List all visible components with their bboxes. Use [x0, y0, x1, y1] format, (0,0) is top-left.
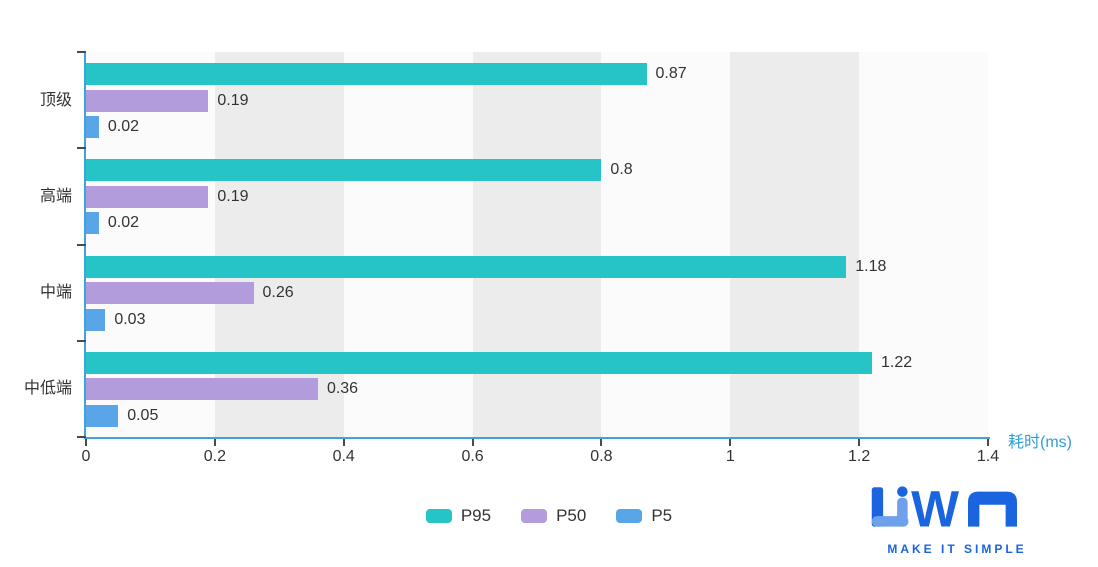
- y-axis-tick: [77, 243, 86, 246]
- y-axis-tick: [77, 147, 86, 150]
- logo-letter-i: [896, 486, 908, 527]
- x-axis-tick-label: 1: [725, 448, 735, 465]
- bar-value-label: 0.87: [655, 65, 687, 82]
- legend-label: P5: [651, 506, 673, 525]
- bar-value-label: 0.8: [610, 161, 633, 179]
- bar-value-label: 0.03: [114, 310, 146, 328]
- bar-p50-2: [86, 282, 254, 304]
- bar-p95-0: [86, 63, 647, 85]
- bar-value-label: 0.36: [326, 380, 359, 398]
- bar-p5-3: [86, 404, 119, 427]
- bar-p5-0: [86, 116, 99, 138]
- y-axis-line: [84, 52, 86, 439]
- legend-label: P95: [460, 506, 492, 525]
- x-axis-tick: [987, 439, 989, 446]
- x-axis-tick-label: 1.4: [976, 448, 1000, 465]
- bar-value-label: 0.02: [107, 118, 140, 135]
- logo-letter-w: W: [911, 486, 959, 534]
- logo-letter-a: [967, 491, 1017, 527]
- legend-item-p5[interactable]: P5: [616, 506, 672, 526]
- bar-value-label: 0.19: [217, 91, 249, 109]
- bar-value-label: 0.19: [217, 187, 249, 205]
- bar-value-label: 1.22: [881, 353, 913, 371]
- category-label-3: 中低端: [23, 380, 72, 398]
- background-stripe: [472, 52, 602, 437]
- bar-p95-3: [86, 351, 873, 374]
- background-stripe: [730, 52, 860, 437]
- logo-liwa-graphic: W: [871, 481, 1017, 538]
- x-axis-title: 耗时(ms): [1008, 434, 1072, 451]
- category-label-2: 中端: [39, 284, 72, 301]
- x-axis-tick-label: 0.6: [461, 448, 484, 465]
- legend-swatch-p50: [521, 509, 548, 523]
- legend-swatch-p95: [425, 509, 452, 523]
- category-label-1: 高端: [39, 187, 72, 205]
- legend: P95 P50 P5: [0, 506, 1098, 526]
- x-axis-tick-label: 0.4: [332, 448, 355, 465]
- y-axis-tick: [77, 51, 86, 53]
- y-axis-tick: [77, 339, 86, 342]
- plot-area: 0.87 0.19 0.02 0.8 0.19 0.02 1.18 0.26 0.03 1.22 0…: [86, 52, 988, 437]
- bar-p50-0: [86, 89, 209, 112]
- x-axis-tick-label: 1.2: [848, 448, 871, 465]
- x-axis-tick-label: 0: [81, 448, 91, 465]
- bar-value-label: 0.26: [262, 284, 294, 301]
- x-axis-tick: [471, 439, 474, 446]
- legend-item-p50[interactable]: P50: [521, 506, 586, 526]
- x-axis-tick: [600, 439, 603, 446]
- bar-p50-1: [86, 185, 209, 208]
- x-axis-tick: [729, 439, 732, 446]
- x-axis-tick: [858, 439, 861, 446]
- x-axis-tick-label: 0.8: [590, 448, 613, 465]
- bar-p5-1: [86, 212, 99, 235]
- x-axis-line: [84, 437, 990, 439]
- bar-value-label: 1.18: [855, 257, 887, 275]
- logo-tagline: MAKE IT SIMPLE: [887, 542, 1027, 556]
- bar-p50-3: [86, 378, 318, 401]
- category-label-0: 顶级: [39, 91, 72, 109]
- bar-value-label: 0.02: [107, 214, 140, 232]
- bar-p95-1: [86, 159, 602, 182]
- y-axis-tick: [77, 436, 86, 438]
- x-axis-tick: [213, 439, 216, 446]
- logo: W MAKE IT SIMPLE: [864, 481, 1050, 556]
- x-axis-tick: [85, 439, 87, 446]
- legend-label: P50: [556, 506, 587, 525]
- x-axis-tick-label: 0.2: [203, 448, 226, 465]
- bar-value-label: 0.05: [127, 406, 159, 424]
- legend-item-p95[interactable]: P95: [425, 506, 492, 526]
- x-axis-tick: [342, 439, 345, 446]
- bar-p5-2: [86, 308, 106, 331]
- bar-p95-2: [86, 255, 847, 278]
- legend-swatch-p5: [616, 509, 643, 523]
